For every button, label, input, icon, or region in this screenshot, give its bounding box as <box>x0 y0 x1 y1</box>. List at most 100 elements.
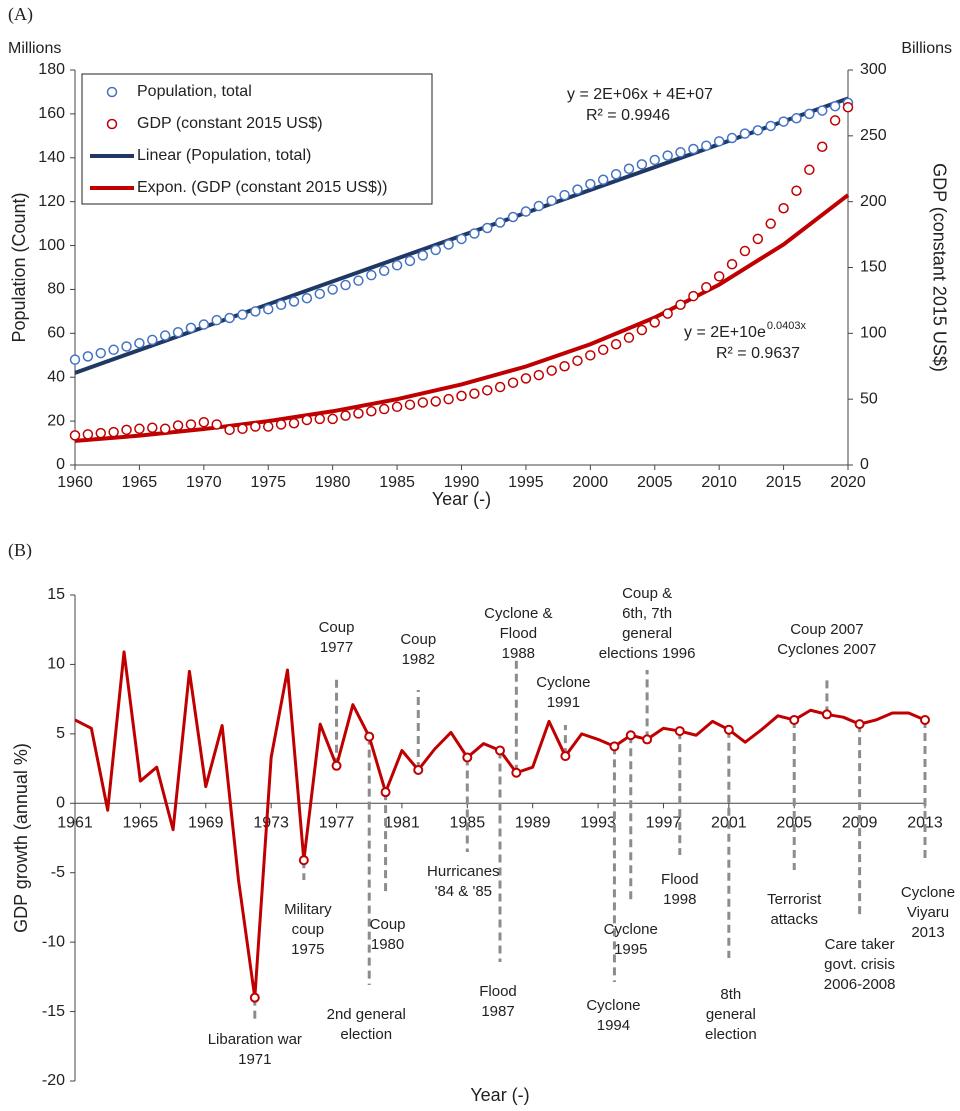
event-marker <box>462 752 473 763</box>
data-point <box>417 397 429 408</box>
data-point <box>430 396 441 407</box>
data-point <box>353 408 364 419</box>
data-point <box>726 132 738 144</box>
annotation-text: Coup <box>319 619 355 636</box>
data-point <box>378 403 390 415</box>
annotation-text: coup <box>292 921 325 938</box>
event-marker <box>380 787 391 798</box>
trend-r2: R² = 0.9637 <box>716 345 800 362</box>
data-point <box>533 200 545 212</box>
y-tick-label: 100 <box>38 237 65 254</box>
y-tick-label: 0 <box>56 795 65 812</box>
y-tick-label: -10 <box>42 933 65 950</box>
legend-label: Linear (Population, total) <box>137 147 311 164</box>
data-point <box>185 322 197 334</box>
annotation-text: 1980 <box>371 936 404 953</box>
legend-box <box>81 73 433 205</box>
y-tick-label: 180 <box>38 61 65 78</box>
annotation-text: Cyclone <box>586 997 640 1014</box>
y2-axis-title: GDP (constant 2015 US$) <box>929 163 949 372</box>
annotation-text: 1988 <box>502 645 535 662</box>
y-tick-label: 0 <box>56 456 65 473</box>
x-tick-label: 1993 <box>580 815 616 832</box>
data-point <box>713 271 725 282</box>
y2-tick-label: 250 <box>860 127 887 144</box>
annotation-text: Flood <box>479 983 517 1000</box>
data-point <box>237 423 248 435</box>
y-tick-label: 60 <box>47 325 65 342</box>
data-point <box>250 306 261 317</box>
annotation-text: Coup <box>370 916 406 933</box>
data-point <box>391 401 403 413</box>
x-tick-label: 1965 <box>123 815 159 832</box>
data-point <box>456 390 467 402</box>
data-point <box>520 206 532 217</box>
data-point <box>95 347 107 359</box>
data-point <box>829 100 841 112</box>
y2-tick-label: 150 <box>860 259 887 276</box>
y2-tick-label: 300 <box>860 61 887 78</box>
data-point <box>82 429 94 440</box>
x-tick-label: 2005 <box>776 815 812 832</box>
data-point <box>765 120 776 132</box>
annotation-text: Cyclones 2007 <box>777 641 876 658</box>
x-axis-title: Year (-) <box>470 1085 529 1105</box>
data-point <box>391 260 403 271</box>
data-point <box>224 312 235 324</box>
data-point <box>842 102 854 113</box>
data-point <box>237 309 248 320</box>
annotation-text: elections 1996 <box>599 645 696 662</box>
data-point <box>288 296 300 307</box>
data-point <box>662 308 673 319</box>
annotation-text: election <box>705 1026 757 1043</box>
x-tick-label: 1981 <box>384 815 420 832</box>
data-point <box>701 140 712 151</box>
data-point <box>610 339 622 350</box>
event-marker <box>511 767 522 778</box>
annotation-text: govt. crisis <box>824 956 895 973</box>
y-tick-label: 140 <box>38 149 65 166</box>
annotation-text: Cyclone <box>604 921 658 938</box>
data-point <box>211 314 222 326</box>
data-point <box>829 115 841 126</box>
data-point <box>301 292 313 304</box>
y2-tick-label: 0 <box>860 456 869 473</box>
event-marker <box>331 760 342 771</box>
annotation-text: attacks <box>770 911 818 928</box>
x-tick-label: 2000 <box>573 474 609 491</box>
data-point <box>404 255 416 267</box>
data-point <box>623 332 635 343</box>
data-point <box>739 128 751 139</box>
y-tick-label: 40 <box>47 368 65 385</box>
event-marker <box>920 714 930 725</box>
x-tick-label: 1990 <box>444 474 480 491</box>
event-marker <box>609 741 620 752</box>
data-point <box>585 178 596 190</box>
data-point <box>108 426 119 438</box>
annotation-text: Coup & <box>622 585 672 602</box>
event-marker <box>625 730 636 741</box>
annotation-text: '84 & '85 <box>435 883 492 900</box>
data-point <box>314 288 326 300</box>
data-point <box>494 217 506 228</box>
annotation-text: Cyclone & <box>484 605 552 622</box>
data-point <box>314 413 326 425</box>
data-point <box>211 419 222 430</box>
event-marker <box>298 855 309 866</box>
annotation-text: 1991 <box>547 694 580 711</box>
trend-exponent: 0.0403x <box>767 320 807 332</box>
data-point <box>816 141 828 153</box>
annotation-text: Cyclone <box>536 674 590 691</box>
y2-tick-label: 200 <box>860 193 887 210</box>
event-marker <box>821 709 832 720</box>
data-point <box>159 330 171 341</box>
x-tick-label: 1961 <box>57 815 93 832</box>
data-point <box>533 369 545 381</box>
data-point <box>546 195 557 206</box>
y-tick-label: -20 <box>42 1072 65 1089</box>
data-point <box>378 265 390 277</box>
data-point <box>597 344 609 356</box>
data-point <box>469 388 480 399</box>
